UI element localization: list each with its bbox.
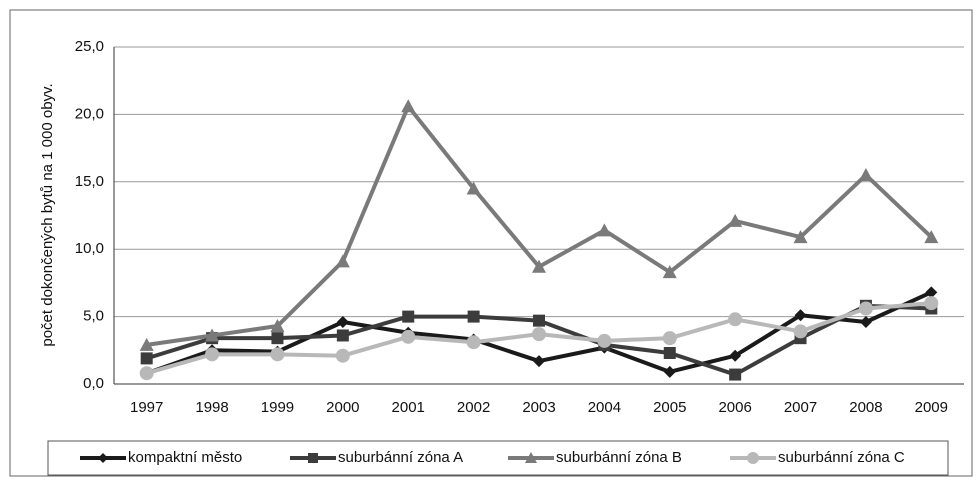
x-tick-label: 2007	[784, 399, 817, 416]
frame	[9, 9, 973, 477]
legend-label: suburbánní zóna B	[556, 449, 682, 466]
marker	[467, 310, 480, 323]
series-line	[146, 104, 933, 347]
legend-label: suburbánní zóna A	[338, 449, 463, 466]
marker	[336, 315, 349, 328]
marker	[335, 348, 350, 363]
marker	[662, 265, 677, 279]
marker	[794, 309, 807, 322]
marker	[140, 352, 153, 365]
marker	[925, 286, 938, 299]
marker	[308, 453, 318, 463]
y-tick-label: 15,0	[75, 173, 104, 190]
marker	[532, 259, 546, 273]
y-tick-label: 0,0	[83, 375, 104, 392]
legend-label: suburbánní zóna C	[778, 449, 905, 466]
marker	[793, 324, 808, 339]
marker	[466, 335, 481, 350]
marker	[270, 319, 285, 333]
x-tick-label: 2009	[915, 399, 948, 416]
marker	[402, 310, 415, 323]
marker	[401, 329, 416, 344]
x-tick-label: 1998	[195, 399, 228, 416]
x-tick-label: 1997	[130, 399, 163, 416]
x-tick-label: 2008	[849, 399, 882, 416]
marker	[662, 331, 677, 346]
marker	[401, 99, 416, 113]
marker	[728, 312, 743, 327]
marker	[98, 453, 108, 463]
marker	[532, 327, 546, 342]
x-tick-label: 2005	[653, 399, 686, 416]
marker	[335, 254, 350, 268]
marker	[663, 365, 676, 378]
x-tick-label: 2000	[326, 399, 359, 416]
marker	[793, 230, 808, 244]
marker	[858, 301, 873, 316]
marker	[205, 328, 220, 342]
x-tick-label: 1999	[261, 399, 294, 416]
y-tick-label: 10,0	[75, 240, 104, 257]
marker	[139, 337, 154, 351]
marker	[597, 333, 612, 348]
marker	[924, 230, 939, 244]
legend-label: kompaktní město	[128, 449, 242, 466]
marker	[139, 366, 154, 381]
y-axis-label: počet dokončených bytů na 1 000 obyv.	[39, 83, 56, 346]
y-tick-label: 20,0	[75, 105, 104, 122]
x-tick-label: 2003	[522, 399, 555, 416]
marker	[525, 452, 537, 463]
marker	[466, 181, 481, 195]
marker	[729, 368, 742, 381]
marker	[271, 332, 284, 345]
x-tick-label: 2006	[718, 399, 751, 416]
marker	[533, 314, 545, 327]
marker	[270, 347, 285, 362]
marker	[336, 329, 349, 342]
x-tick-label: 2002	[457, 399, 490, 416]
marker	[205, 347, 220, 362]
marker	[729, 349, 742, 362]
marker	[597, 223, 612, 237]
marker	[858, 168, 873, 182]
marker	[663, 346, 676, 359]
marker	[747, 452, 759, 464]
legend-box	[47, 440, 949, 476]
x-tick-label: 2004	[588, 399, 621, 416]
x-tick-label: 2001	[392, 399, 425, 416]
marker	[859, 315, 872, 328]
marker	[533, 355, 545, 368]
marker	[728, 213, 743, 227]
y-tick-label: 25,0	[75, 38, 104, 55]
marker	[924, 296, 939, 311]
y-tick-label: 5,0	[83, 308, 104, 325]
